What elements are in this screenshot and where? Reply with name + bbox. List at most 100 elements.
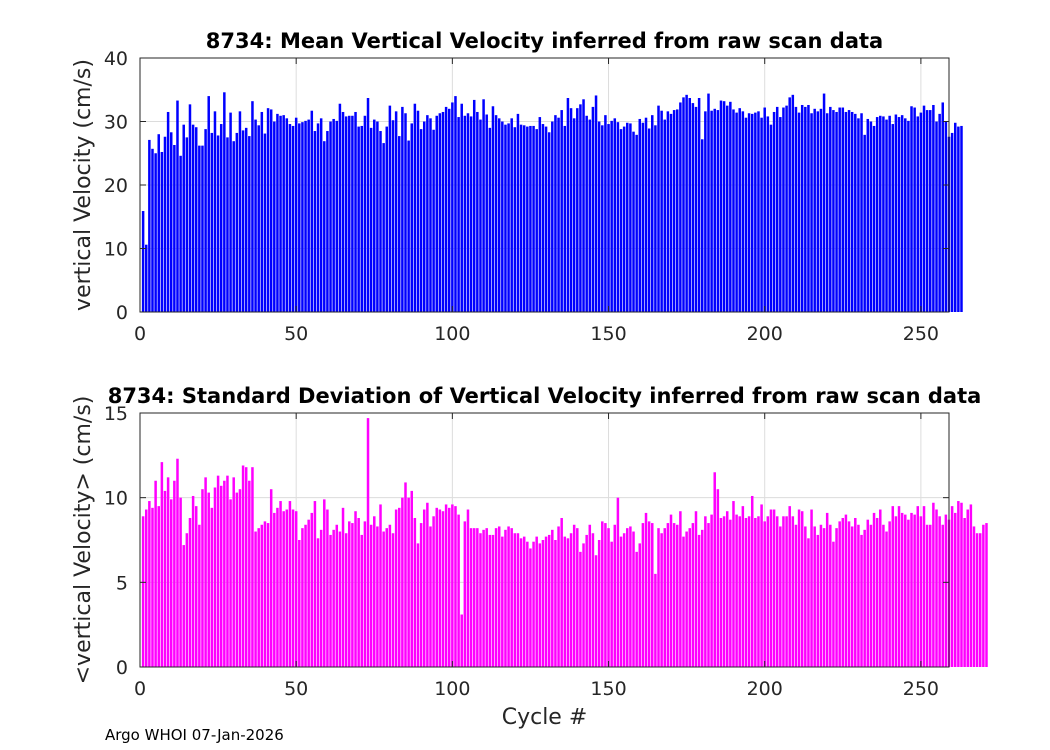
bar — [238, 111, 242, 312]
bar — [251, 467, 254, 667]
bar — [832, 541, 835, 667]
bar — [669, 113, 673, 312]
bar — [472, 99, 476, 312]
bar — [198, 524, 201, 667]
bar — [766, 116, 770, 312]
bar — [185, 137, 189, 313]
bar — [366, 418, 370, 667]
bar — [454, 96, 457, 312]
bar — [341, 507, 345, 667]
bar — [307, 519, 310, 667]
bar — [888, 115, 891, 312]
bar — [882, 524, 885, 667]
bar — [591, 106, 595, 313]
bar — [735, 112, 738, 312]
bar — [938, 516, 941, 667]
bar — [373, 516, 376, 667]
mean-velocity-axes: 0 50 100 150 200 250 0 10 20 30 40 8734: Mean Verti… — [71, 29, 963, 345]
bar — [510, 118, 513, 312]
bar — [166, 111, 170, 312]
bar — [794, 106, 798, 313]
bar — [460, 614, 463, 667]
bar — [716, 489, 720, 667]
bar — [338, 103, 342, 312]
bar — [413, 517, 417, 667]
bar — [516, 113, 520, 312]
x-tick-label: 0 — [134, 678, 146, 700]
bar — [373, 119, 376, 312]
bar — [301, 528, 304, 667]
bar — [925, 524, 929, 667]
bar — [935, 121, 938, 312]
bar — [376, 121, 379, 312]
bar — [844, 514, 848, 667]
bar — [213, 111, 217, 312]
bar — [800, 104, 804, 313]
bar — [544, 126, 548, 312]
bar — [919, 516, 923, 667]
x-tick-label: 250 — [903, 678, 939, 700]
bar — [566, 538, 570, 667]
bar — [891, 124, 895, 312]
bar — [435, 115, 438, 312]
bar — [810, 509, 813, 667]
bar — [248, 480, 251, 667]
bar — [910, 106, 913, 312]
bar — [791, 516, 795, 667]
bar — [982, 524, 985, 667]
bar — [516, 533, 520, 667]
bar — [438, 113, 442, 312]
bar — [369, 524, 373, 667]
bar — [404, 482, 407, 667]
bar — [547, 132, 551, 312]
bar — [507, 526, 510, 667]
bar — [401, 106, 404, 313]
bar — [641, 523, 645, 667]
bar — [273, 121, 276, 312]
bar — [388, 105, 392, 313]
y-axis-label: vertical Velocity (cm/s) — [71, 59, 96, 311]
bar — [488, 534, 492, 667]
bar — [729, 519, 732, 667]
bar — [472, 528, 476, 667]
bar — [188, 104, 192, 312]
bar — [454, 506, 457, 667]
bar — [825, 113, 829, 312]
bar — [298, 540, 301, 667]
bar — [263, 521, 267, 667]
bar — [932, 502, 935, 667]
bar — [622, 126, 626, 312]
bar — [173, 145, 176, 312]
bar — [363, 521, 367, 667]
bar — [626, 528, 629, 667]
bar — [226, 137, 229, 313]
bar — [313, 131, 317, 312]
bar — [160, 151, 164, 312]
bar — [235, 132, 239, 312]
bar — [626, 122, 629, 313]
bar — [301, 122, 304, 312]
bar — [885, 531, 888, 667]
bar — [679, 102, 682, 312]
bar — [273, 512, 276, 667]
bar — [207, 96, 210, 312]
bar — [494, 528, 498, 667]
bar — [426, 502, 429, 667]
bar — [476, 111, 479, 312]
bar — [741, 506, 745, 667]
bar — [294, 117, 298, 312]
bar — [145, 509, 148, 667]
bar — [191, 495, 195, 667]
bar — [666, 523, 670, 667]
bar — [644, 512, 648, 667]
bar — [569, 108, 573, 312]
bar — [682, 97, 685, 313]
bar — [354, 111, 357, 312]
bar — [841, 517, 845, 667]
bar — [379, 504, 382, 667]
bar — [332, 118, 335, 313]
bar — [700, 139, 704, 312]
bar — [229, 112, 232, 312]
bar — [897, 117, 901, 312]
